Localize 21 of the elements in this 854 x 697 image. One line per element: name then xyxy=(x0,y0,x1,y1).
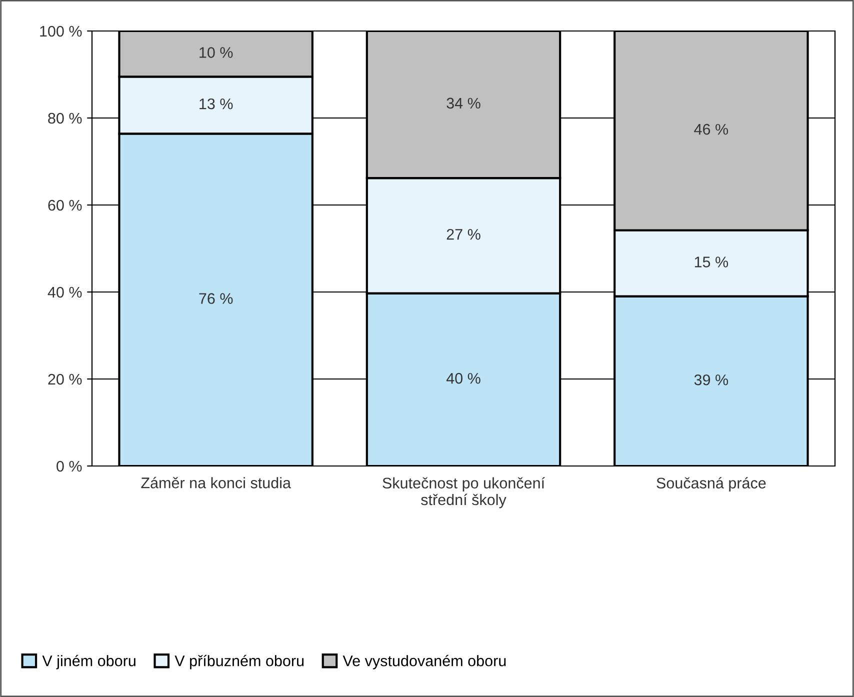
y-tick-label: 20 % xyxy=(48,374,82,385)
text: 27 % xyxy=(446,228,480,240)
y-tick-label: 40 % xyxy=(48,286,82,298)
legend-label: Ve vystudovaném oboru xyxy=(342,654,506,670)
y-tick-label: 0 % xyxy=(56,460,82,472)
y-tick-label: 80 % xyxy=(48,112,82,124)
text: 15 % xyxy=(694,256,728,268)
y-tick-label: 100 % xyxy=(40,26,82,37)
text: 13 % xyxy=(200,98,233,110)
text: 34 % xyxy=(446,98,480,109)
x-tick-label: Skutečnost po ukončení střední školy xyxy=(382,477,545,508)
text: 39 % xyxy=(694,374,728,386)
text: 40 % xyxy=(446,372,480,384)
text: 76 % xyxy=(199,293,233,304)
legend-label: V příbuzném oboru xyxy=(174,654,304,670)
legend-label: V jiném oboru xyxy=(42,654,136,670)
x-tick-label: Současná práce xyxy=(656,477,766,492)
text: 46 % xyxy=(694,124,728,135)
text: 10 % xyxy=(200,47,233,58)
x-tick-label: Záměr na konci studia xyxy=(141,476,291,488)
y-tick-label: 60 % xyxy=(48,200,82,211)
